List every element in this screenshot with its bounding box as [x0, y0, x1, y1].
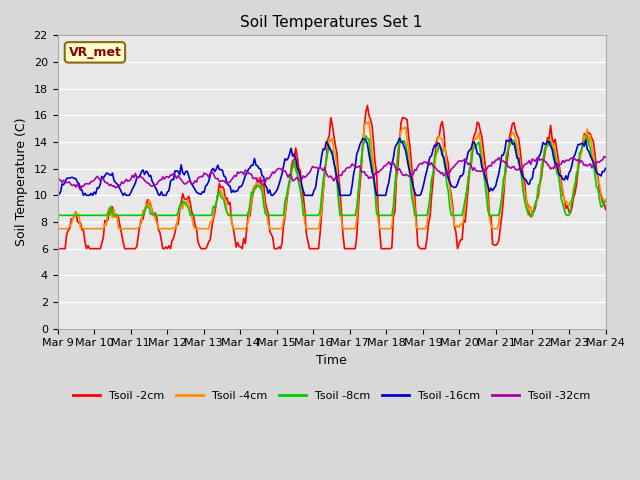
Tsoil -2cm [54, 246, 61, 252]
Tsoil -32cm [54, 178, 61, 183]
Tsoil -2cm [244, 210, 252, 216]
Tsoil -4cm [244, 218, 252, 224]
Tsoil -32cm [77, 187, 84, 193]
Tsoil -4cm [365, 119, 372, 124]
Tsoil -8cm [573, 170, 580, 176]
Tsoil -2cm [217, 185, 225, 191]
Line: Tsoil -8cm: Tsoil -8cm [58, 136, 605, 216]
Line: Tsoil -16cm: Tsoil -16cm [58, 138, 605, 195]
Tsoil -16cm [217, 167, 225, 172]
Tsoil -2cm [236, 244, 243, 250]
Tsoil -16cm [293, 165, 301, 170]
Tsoil -8cm [293, 171, 301, 177]
Tsoil -16cm [244, 167, 252, 172]
Legend: Tsoil -2cm, Tsoil -4cm, Tsoil -8cm, Tsoil -16cm, Tsoil -32cm: Tsoil -2cm, Tsoil -4cm, Tsoil -8cm, Tsoi… [68, 386, 595, 405]
Tsoil -4cm [236, 226, 243, 231]
Y-axis label: Soil Temperature (C): Soil Temperature (C) [15, 118, 28, 246]
Tsoil -32cm [237, 169, 244, 175]
Tsoil -2cm [293, 153, 301, 159]
Tsoil -2cm [573, 181, 580, 187]
Tsoil -4cm [293, 169, 301, 175]
Tsoil -16cm [602, 166, 609, 171]
Tsoil -4cm [602, 197, 609, 203]
Line: Tsoil -4cm: Tsoil -4cm [58, 121, 605, 228]
Tsoil -32cm [600, 154, 608, 159]
Tsoil -2cm [364, 103, 371, 108]
Line: Tsoil -2cm: Tsoil -2cm [58, 106, 605, 249]
X-axis label: Time: Time [316, 354, 347, 367]
Tsoil -8cm [121, 213, 129, 218]
Tsoil -32cm [246, 171, 253, 177]
Tsoil -16cm [121, 190, 129, 196]
Tsoil -32cm [218, 178, 226, 184]
Tsoil -4cm [54, 226, 61, 231]
Tsoil -16cm [573, 147, 580, 153]
Tsoil -2cm [121, 246, 129, 252]
Tsoil -4cm [121, 226, 129, 231]
Tsoil -8cm [217, 194, 225, 200]
Tsoil -4cm [217, 187, 225, 193]
Tsoil -16cm [236, 184, 243, 190]
Tsoil -8cm [602, 199, 609, 204]
Text: VR_met: VR_met [68, 46, 122, 59]
Tsoil -32cm [602, 155, 609, 160]
Tsoil -8cm [236, 213, 243, 218]
Tsoil -16cm [396, 135, 403, 141]
Tsoil -32cm [295, 177, 303, 183]
Tsoil -8cm [362, 133, 370, 139]
Tsoil -2cm [602, 206, 609, 212]
Tsoil -8cm [54, 213, 61, 218]
Title: Soil Temperatures Set 1: Soil Temperatures Set 1 [241, 15, 423, 30]
Tsoil -32cm [573, 157, 580, 163]
Tsoil -16cm [54, 192, 61, 198]
Tsoil -32cm [122, 177, 130, 182]
Tsoil -4cm [573, 173, 580, 179]
Tsoil -8cm [244, 210, 252, 216]
Line: Tsoil -32cm: Tsoil -32cm [58, 156, 605, 190]
